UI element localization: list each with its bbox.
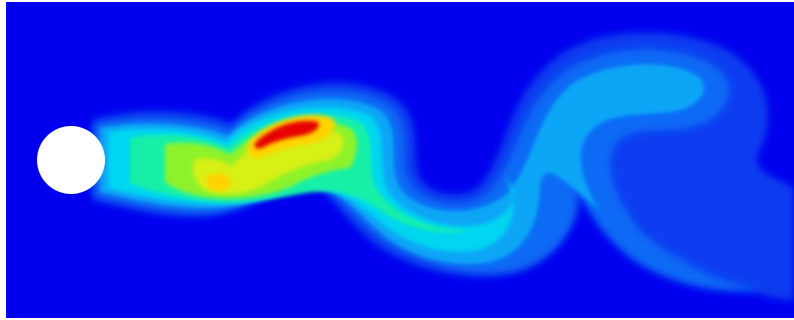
wake-band-7 — [193, 129, 344, 194]
cylinder-obstacle — [37, 126, 105, 194]
wake-core — [254, 120, 319, 149]
wake-band-3 — [100, 64, 705, 265]
